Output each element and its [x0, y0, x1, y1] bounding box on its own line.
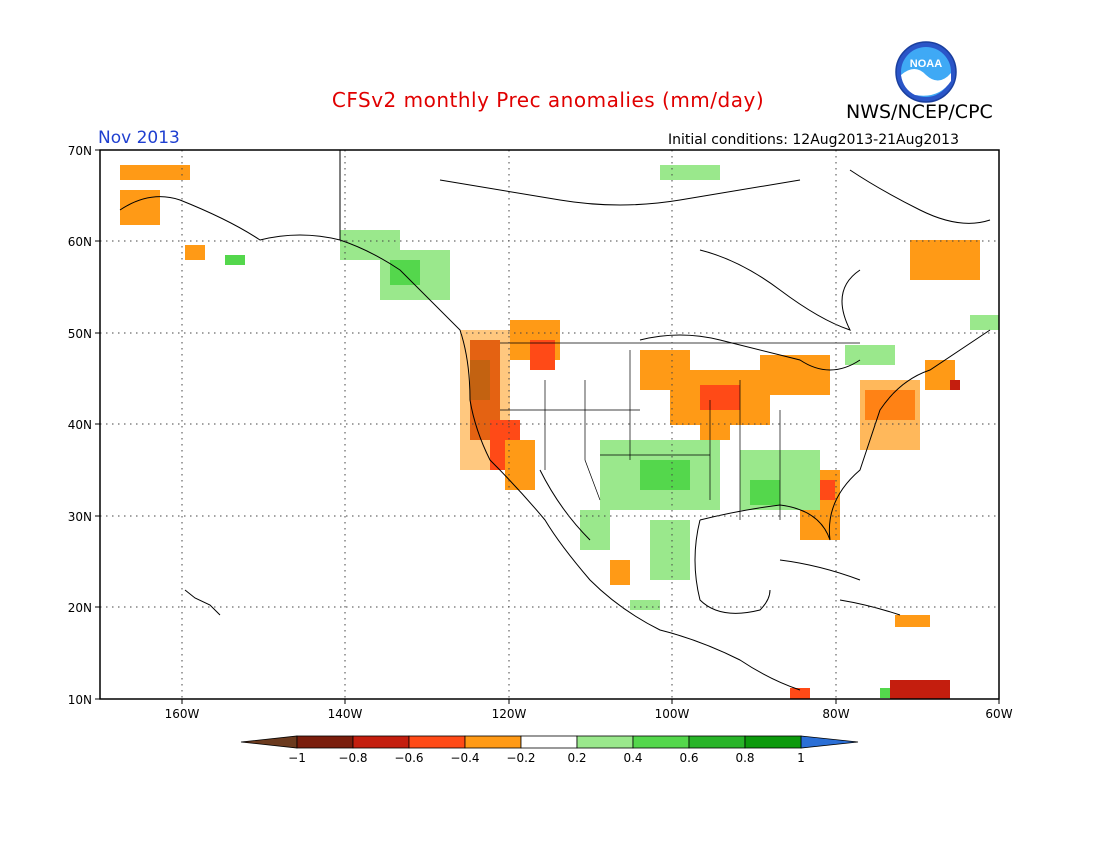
political-borders	[500, 342, 860, 520]
colorbar-tick-label: −0.4	[450, 751, 479, 765]
colorbar-boxes	[296, 735, 802, 749]
latitude-labels: 70N 60N 50N 40N 30N 20N 10N	[68, 144, 92, 707]
anomaly-cells	[120, 165, 999, 699]
map-title: CFSv2 monthly Prec anomalies (mm/day)	[331, 88, 765, 112]
colorbar-tick-label: −0.6	[394, 751, 423, 765]
lat-label: 50N	[68, 327, 92, 341]
lon-label: 100W	[655, 707, 690, 721]
colorbar-box	[632, 735, 690, 749]
colorbar-box	[464, 735, 522, 749]
gridlines	[100, 150, 999, 699]
colorbar-box	[520, 735, 578, 749]
lat-label: 20N	[68, 601, 92, 615]
colorbar-box	[576, 735, 634, 749]
colorbar-ticks: −1 −0.8 −0.6 −0.4 −0.2 0.2 0.4 0.6 0.8 1	[288, 751, 805, 765]
colorbar-under-arrow	[240, 735, 298, 749]
lon-label: 80W	[822, 707, 849, 721]
lat-label: 40N	[68, 418, 92, 432]
longitude-labels: 160W 140W 120W 100W 80W 60W	[165, 707, 1013, 721]
colorbar-tick-label: 0.4	[623, 751, 642, 765]
colorbar-box	[688, 735, 746, 749]
colorbar-tick-label: 1	[797, 751, 805, 765]
southern-california-dry-cell	[505, 440, 535, 490]
lon-label: 140W	[328, 707, 363, 721]
lat-label: 60N	[68, 235, 92, 249]
noaa-logo-icon: NOAA	[895, 41, 957, 103]
month-label: Nov 2013	[98, 128, 180, 148]
lat-label: 30N	[68, 510, 92, 524]
lat-label: 10N	[68, 693, 92, 707]
lat-label: 70N	[68, 144, 92, 158]
colorbar-tick-label: 0.2	[567, 751, 586, 765]
colorbar-tick-label: −1	[288, 751, 306, 765]
colorbar-tick-label: −0.2	[506, 751, 535, 765]
initial-conditions-label: Initial conditions: 12Aug2013-21Aug2013	[668, 132, 959, 148]
lon-label: 60W	[985, 707, 1012, 721]
lon-label: 160W	[165, 707, 200, 721]
colorbar-tick-label: 0.8	[735, 751, 754, 765]
colorbar-box	[408, 735, 466, 749]
svg-text:NOAA: NOAA	[910, 58, 942, 70]
colorbar-tick-label: −0.8	[338, 751, 367, 765]
colorbar-box	[296, 735, 354, 749]
lon-label: 120W	[492, 707, 527, 721]
colorbar-tick-label: 0.6	[679, 751, 698, 765]
plot-area	[100, 150, 999, 699]
colorbar-box	[352, 735, 410, 749]
colorbar-over-arrow	[800, 735, 859, 749]
tick-marks	[95, 149, 1000, 704]
agency-label: NWS/NCEP/CPC	[846, 101, 993, 123]
colorbar: −1 −0.8 −0.6 −0.4 −0.2 0.2 0.4 0.6 0.8 1	[240, 735, 859, 765]
colorbar-box	[744, 735, 802, 749]
